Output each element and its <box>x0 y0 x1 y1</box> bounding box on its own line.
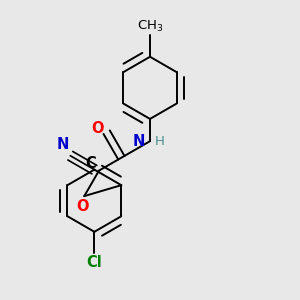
Text: O: O <box>76 200 89 214</box>
Text: C: C <box>85 156 96 171</box>
Text: N: N <box>56 137 69 152</box>
Text: H: H <box>155 135 165 148</box>
Text: N: N <box>133 134 145 149</box>
Text: CH$_3$: CH$_3$ <box>137 19 163 34</box>
Text: Cl: Cl <box>86 255 102 270</box>
Text: O: O <box>92 121 104 136</box>
